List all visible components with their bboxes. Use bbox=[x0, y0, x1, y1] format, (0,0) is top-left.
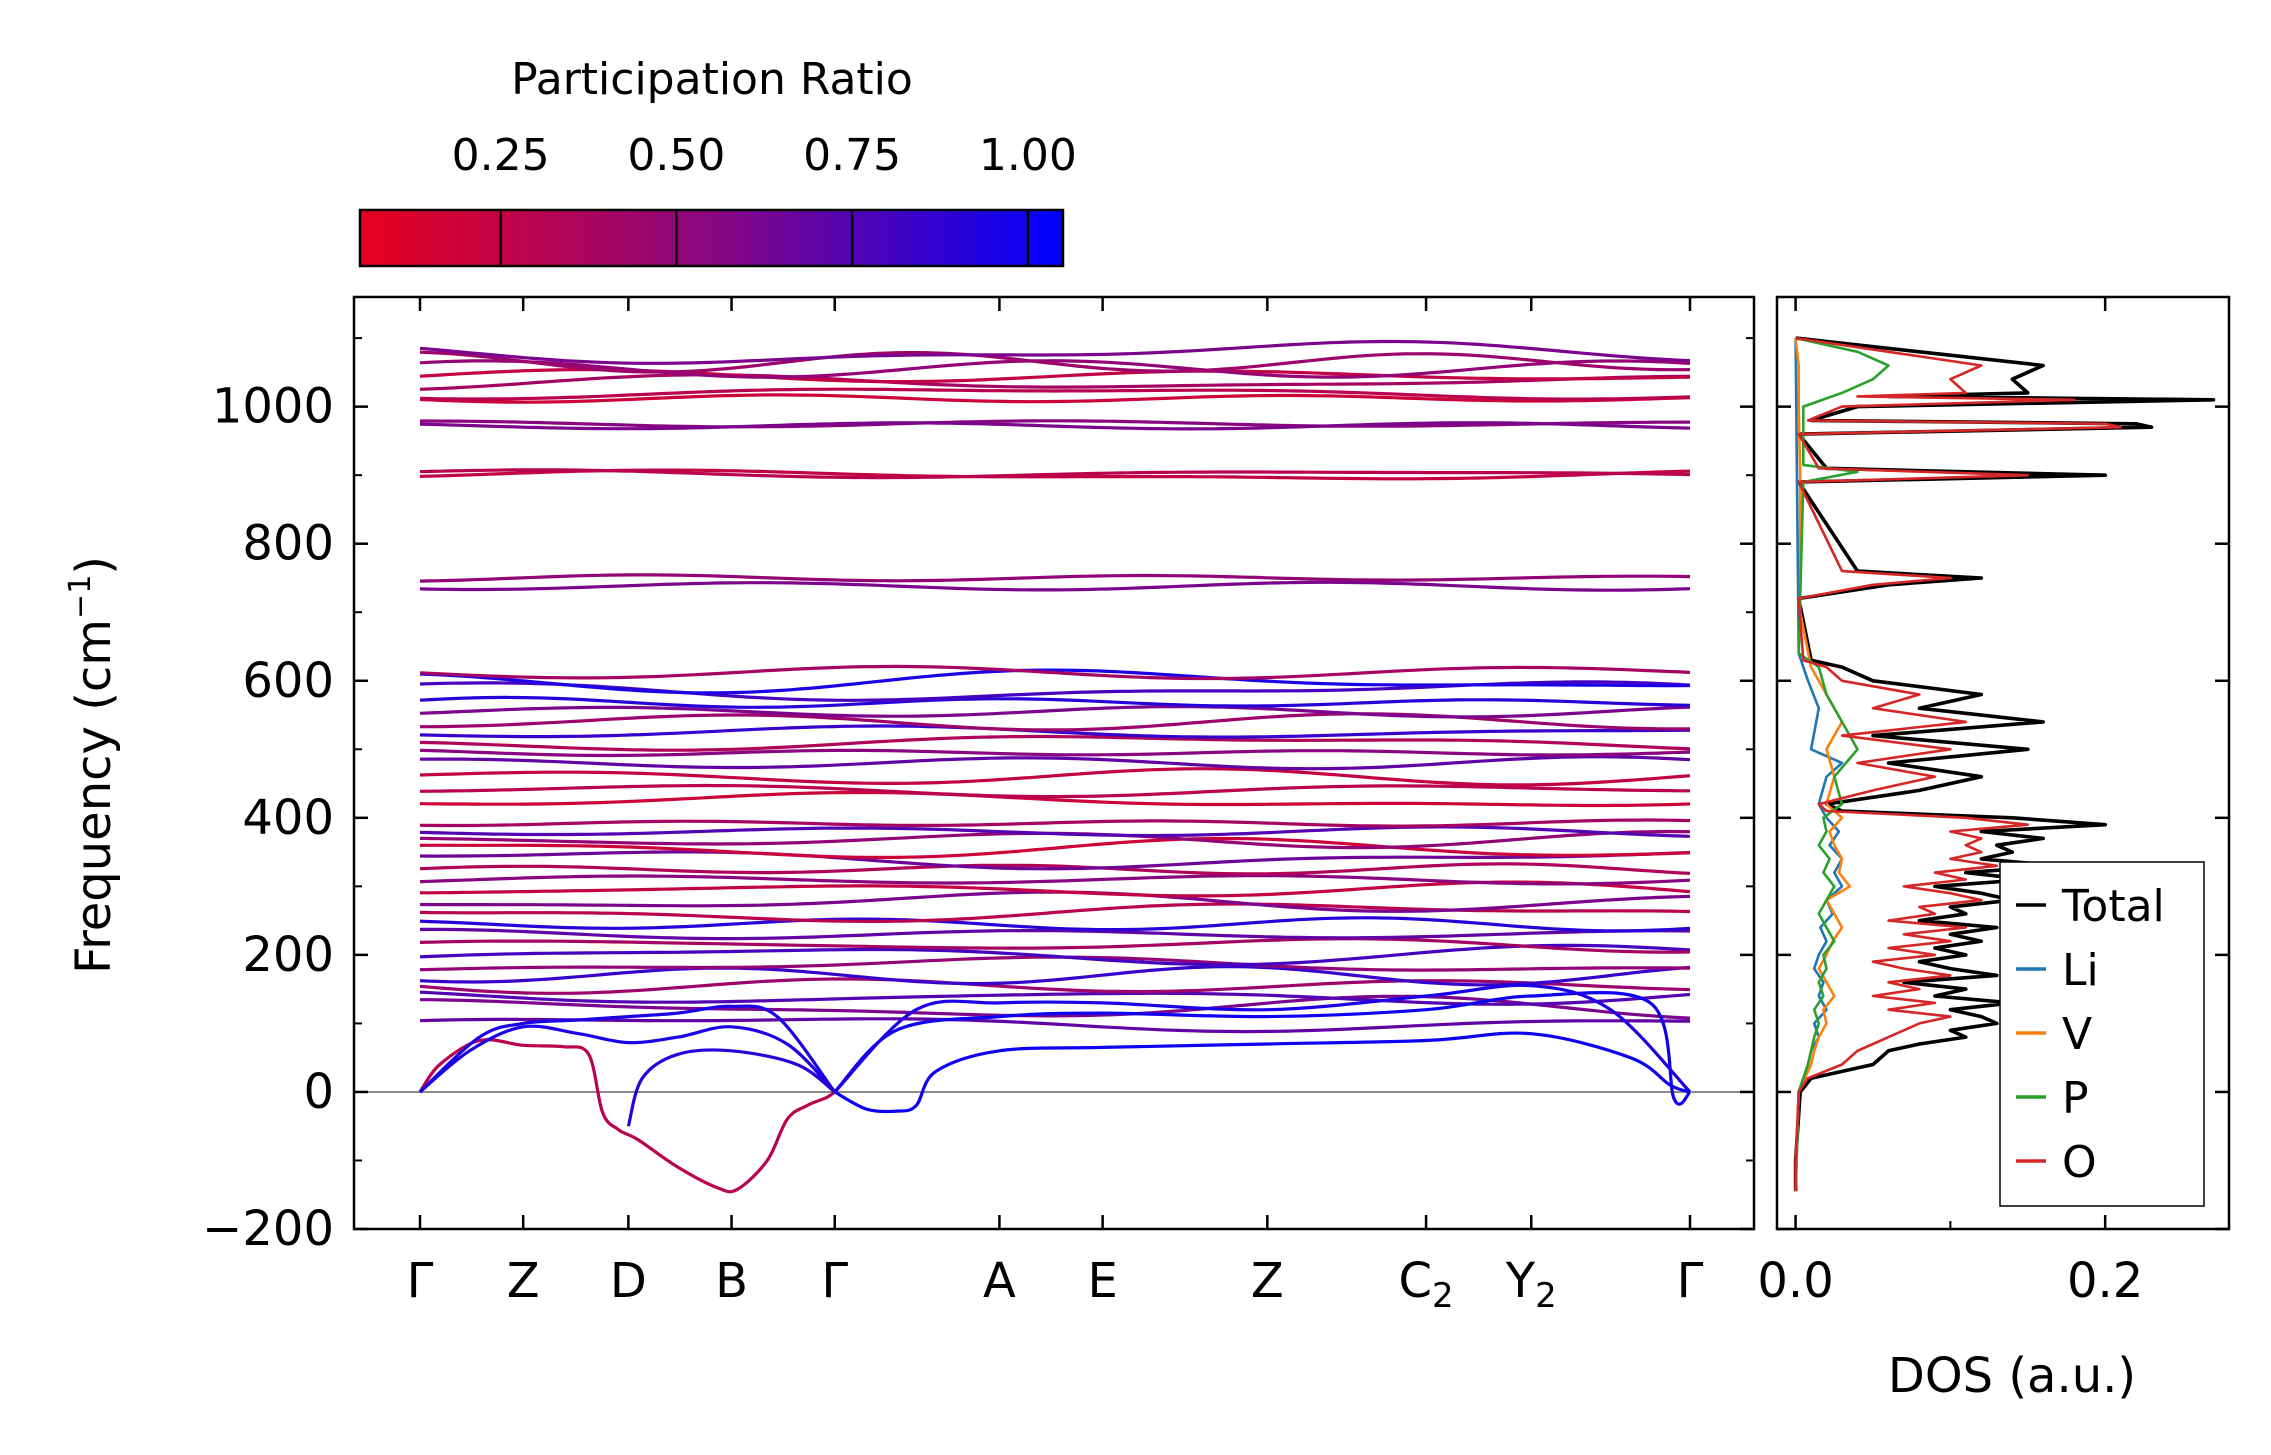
y-tick-label: 400 bbox=[242, 790, 334, 846]
legend-label: V bbox=[2062, 1009, 2092, 1060]
optical-branch bbox=[419, 734, 1691, 752]
optical-branch bbox=[419, 1017, 1691, 1034]
optical-branch bbox=[419, 850, 1691, 871]
legend-label: Total bbox=[2061, 881, 2165, 932]
legend-label: Li bbox=[2062, 945, 2099, 996]
optical-branch bbox=[419, 373, 1690, 391]
optical-branch bbox=[419, 916, 1691, 933]
optical-branch bbox=[420, 836, 1691, 860]
optical-branch bbox=[419, 339, 1691, 365]
y-tick-label: 200 bbox=[242, 927, 334, 983]
acoustic-3-branch bbox=[626, 1048, 836, 1127]
y-axis-label-close: ) bbox=[66, 556, 122, 575]
optical-branch bbox=[419, 767, 1691, 787]
dos-axes-frame bbox=[1775, 295, 2231, 1231]
optical-branch bbox=[419, 748, 1691, 758]
optical-branch bbox=[419, 862, 1691, 876]
y-tick-label: −200 bbox=[202, 1201, 334, 1257]
colorbar-tick-label: 0.25 bbox=[452, 130, 550, 181]
optical-branch bbox=[419, 902, 1691, 924]
kpoint-label: Z bbox=[507, 1253, 540, 1309]
kpoint-label: Γ bbox=[1677, 1253, 1704, 1309]
legend-items: Total Li VPO bbox=[2016, 881, 2165, 1188]
dos-panel: 0.0 0.2 DOS (a.u.) Total Li VPO bbox=[1757, 295, 2231, 1404]
dos-x-tick-label: 0.2 bbox=[2067, 1253, 2143, 1309]
kpoint-label: C2 bbox=[1399, 1253, 1454, 1316]
colorbar: Participation Ratio 0.25 0.50 0.75 1.00 bbox=[358, 54, 1077, 268]
optical-branch bbox=[419, 977, 1691, 995]
kpoint-label: D bbox=[610, 1253, 647, 1309]
kpoint-label: B bbox=[715, 1253, 748, 1309]
optical-branch bbox=[419, 955, 1691, 972]
optical-branch bbox=[420, 419, 1690, 429]
colorbar-gradient bbox=[358, 208, 1065, 268]
acoustic-6-branch bbox=[833, 983, 1692, 1094]
kpoint-label: Γ bbox=[407, 1253, 434, 1309]
legend-label: P bbox=[2062, 1073, 2089, 1124]
acoustic-1-branch bbox=[418, 1024, 836, 1094]
colorbar-title: Participation Ratio bbox=[511, 54, 913, 105]
optical-branch bbox=[419, 668, 1691, 695]
optical-branch bbox=[419, 964, 1691, 987]
optical-branch bbox=[419, 724, 1690, 739]
kpoint-label: E bbox=[1087, 1253, 1117, 1309]
band-y-ticks: −200 0 200 400 600 800 1000 bbox=[202, 337, 1754, 1257]
acoustic-5-branch bbox=[833, 990, 1692, 1106]
colorbar-tick-label: 0.75 bbox=[803, 130, 901, 181]
optical-branch bbox=[419, 359, 1691, 379]
optical-branch bbox=[419, 580, 1691, 592]
optical-branch bbox=[419, 874, 1691, 886]
optical-branch bbox=[419, 468, 1691, 480]
dos-x-axis-label: DOS (a.u.) bbox=[1888, 1348, 2136, 1404]
optical-branch bbox=[419, 573, 1691, 583]
optical-branch bbox=[419, 664, 1691, 681]
dos-legend: Total Li VPO bbox=[1999, 861, 2205, 1207]
dos-x-tick-label: 0.0 bbox=[1757, 1253, 1833, 1309]
optical-branch bbox=[419, 783, 1690, 799]
dos-ticks: 0.0 0.2 bbox=[1757, 297, 2229, 1309]
optical-branch bbox=[419, 937, 1691, 954]
band-x-ticks: Γ Z D B Γ A E Z C2 Y2 Γ bbox=[407, 297, 1704, 1316]
optical-branch bbox=[420, 994, 1691, 1020]
optical-branch bbox=[419, 387, 1691, 401]
y-axis-label-sup: −1 bbox=[63, 575, 98, 619]
optical-branch bbox=[419, 790, 1691, 808]
soft-mode-branch bbox=[418, 1038, 836, 1194]
acoustic-4-branch bbox=[833, 1031, 1691, 1114]
optical-branch bbox=[419, 890, 1691, 913]
kpoint-label: A bbox=[983, 1253, 1016, 1309]
y-tick-label: 0 bbox=[303, 1064, 334, 1120]
y-axis-label-main: Frequency (cm bbox=[66, 619, 122, 974]
optical-branch bbox=[419, 421, 1691, 431]
band-lines bbox=[418, 339, 1692, 1194]
band-axes-frame bbox=[352, 295, 1756, 1231]
acoustic-2-branch bbox=[418, 1004, 836, 1094]
optical-branch bbox=[419, 393, 1691, 404]
kpoint-label: Z bbox=[1251, 1253, 1284, 1309]
colorbar-ticks bbox=[499, 210, 1030, 266]
dos-series-v bbox=[1794, 337, 1852, 1192]
kpoint-label: Y2 bbox=[1505, 1253, 1557, 1316]
optical-branch bbox=[419, 704, 1691, 719]
colorbar-tick-labels: 0.25 0.50 0.75 1.00 bbox=[452, 130, 1077, 181]
kpoint-label: Γ bbox=[821, 1253, 848, 1309]
optical-branch bbox=[419, 350, 1691, 374]
y-tick-label: 1000 bbox=[212, 379, 334, 435]
optical-branch bbox=[419, 825, 1691, 838]
optical-branch bbox=[420, 927, 1691, 941]
optical-branch bbox=[419, 755, 1691, 771]
dos-series-o bbox=[1794, 336, 2122, 1192]
dos-series-p bbox=[1794, 336, 1890, 1192]
colorbar-tick-label: 0.50 bbox=[627, 130, 725, 181]
y-axis-label: Frequency (cm−1) bbox=[63, 556, 122, 974]
optical-branch bbox=[419, 943, 1691, 967]
y-tick-label: 600 bbox=[242, 653, 334, 709]
y-tick-label: 800 bbox=[242, 516, 334, 572]
optical-branch bbox=[419, 695, 1691, 709]
band-panel: −200 0 200 400 600 800 1000 Γ Z D B Γ A E Z C2 Y2 Γ Freq… bbox=[63, 295, 1756, 1316]
colorbar-tick-label: 1.00 bbox=[979, 130, 1077, 181]
optical-branch bbox=[419, 818, 1691, 828]
legend-label: O bbox=[2062, 1137, 2097, 1188]
